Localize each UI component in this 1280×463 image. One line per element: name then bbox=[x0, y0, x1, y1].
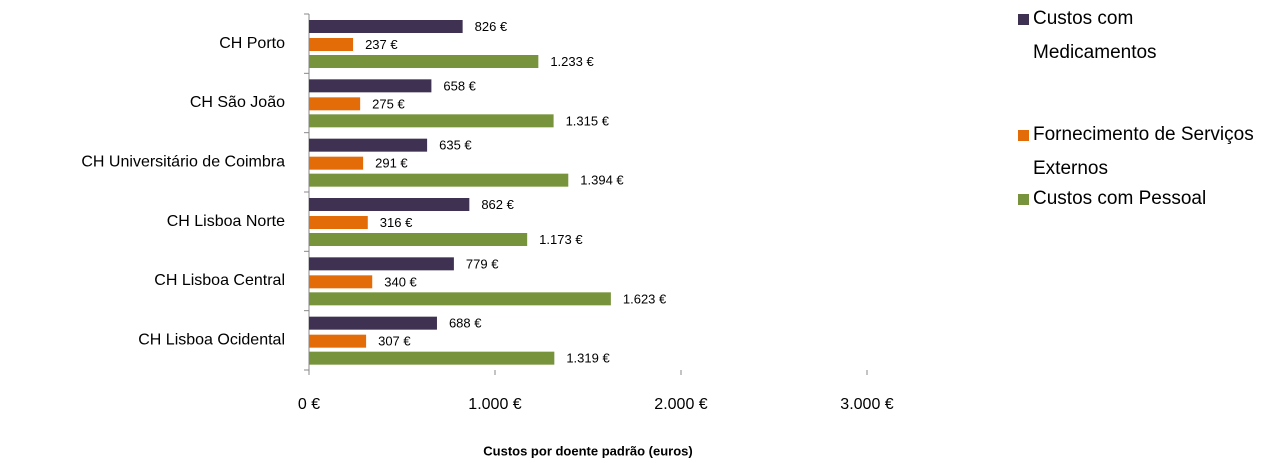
legend-swatch bbox=[1018, 194, 1029, 205]
x-tick-label: 2.000 € bbox=[654, 396, 707, 413]
bar bbox=[309, 97, 361, 111]
value-label: 237 € bbox=[365, 37, 398, 52]
value-label: 688 € bbox=[449, 316, 482, 331]
bar bbox=[309, 114, 554, 128]
value-label: 1.319 € bbox=[566, 351, 610, 366]
value-label: 826 € bbox=[475, 19, 508, 34]
value-label: 307 € bbox=[378, 334, 411, 349]
value-label: 291 € bbox=[375, 156, 408, 171]
y-tick-label: CH Lisboa Ocidental bbox=[138, 332, 285, 349]
bar bbox=[309, 198, 470, 211]
y-tick-label: CH São João bbox=[190, 94, 285, 111]
legend-swatch bbox=[1018, 130, 1029, 141]
legend-item: Fornecimento de Serviços Externos bbox=[1018, 118, 1258, 186]
bar bbox=[309, 55, 539, 68]
value-label: 340 € bbox=[384, 274, 417, 289]
value-label: 1.173 € bbox=[539, 232, 583, 247]
bar bbox=[309, 216, 368, 229]
bar bbox=[309, 334, 367, 348]
bar bbox=[309, 233, 528, 246]
bar bbox=[309, 316, 437, 330]
bar bbox=[309, 351, 555, 365]
value-label: 658 € bbox=[443, 78, 476, 93]
value-label: 1.233 € bbox=[550, 54, 594, 69]
y-tick-label: CH Lisboa Norte bbox=[167, 213, 285, 230]
bar bbox=[309, 292, 611, 306]
bar bbox=[309, 79, 432, 93]
y-tick-label: CH Universitário de Coimbra bbox=[81, 154, 285, 171]
x-tick-label: 1.000 € bbox=[468, 396, 521, 413]
legend-label: Custos com Pessoal bbox=[1033, 188, 1207, 209]
x-tick-label: 3.000 € bbox=[840, 396, 893, 413]
y-tick-label: CH Porto bbox=[219, 35, 285, 52]
bar bbox=[309, 20, 463, 33]
x-axis-label: Custos por doente padrão (euros) bbox=[483, 443, 692, 458]
value-label: 1.623 € bbox=[623, 291, 667, 306]
value-label: 275 € bbox=[372, 96, 405, 111]
legend-label: Fornecimento de Serviços Externos bbox=[1033, 124, 1254, 179]
value-label: 1.315 € bbox=[566, 113, 610, 128]
bar bbox=[309, 156, 364, 170]
bar bbox=[309, 275, 373, 289]
legend-label: Custos com Medicamentos bbox=[1033, 8, 1157, 63]
bar bbox=[309, 38, 354, 51]
value-label: 635 € bbox=[439, 138, 472, 153]
legend-swatch bbox=[1018, 14, 1029, 25]
value-label: 1.394 € bbox=[580, 173, 624, 188]
legend-item: Custos com Pessoal bbox=[1018, 182, 1258, 216]
legend-item: Custos com Medicamentos bbox=[1018, 2, 1258, 70]
y-tick-label: CH Lisboa Central bbox=[154, 272, 285, 289]
bar bbox=[309, 257, 454, 271]
bar bbox=[309, 138, 428, 152]
value-label: 779 € bbox=[466, 256, 499, 271]
x-tick-label: 0 € bbox=[298, 396, 320, 413]
bar bbox=[309, 173, 569, 187]
value-label: 862 € bbox=[481, 197, 514, 212]
value-label: 316 € bbox=[380, 215, 413, 230]
